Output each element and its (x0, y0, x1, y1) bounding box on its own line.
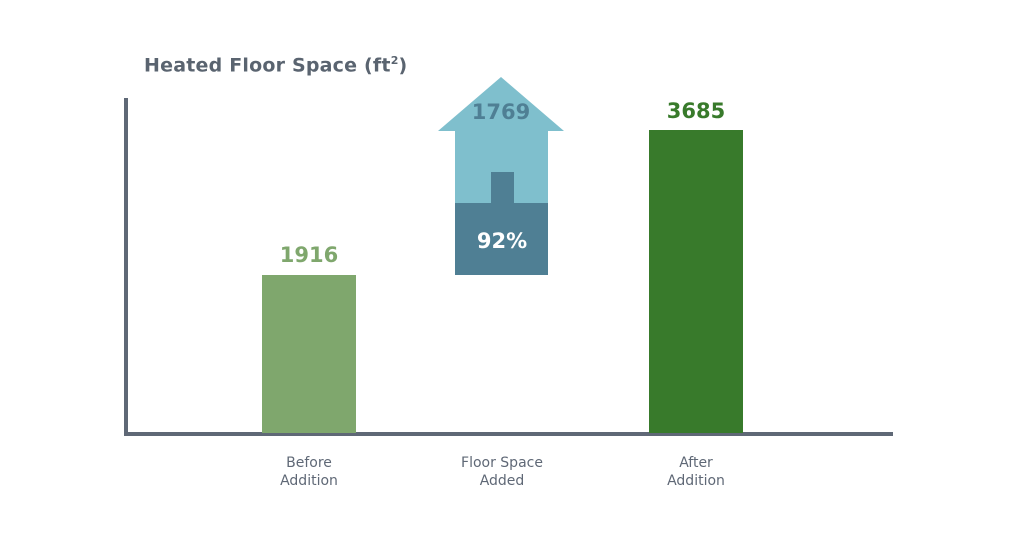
percent-increase-label: 92% (476, 229, 528, 253)
value-label-before-addition: 1916 (279, 243, 339, 267)
x-tick-after-addition: After Addition (667, 455, 725, 489)
x-tick-before-addition: Before Addition (280, 455, 338, 489)
x-tick-floor-space-added: Floor Space Added (461, 455, 543, 489)
value-label-after-addition: 3685 (666, 99, 726, 123)
x-axis (124, 432, 893, 436)
bar-after-addition (649, 130, 743, 433)
value-label-floor-space-added: 1769 (471, 100, 531, 124)
house-arrow-icon (438, 77, 564, 275)
bar-before-addition (262, 275, 356, 433)
y-axis (124, 98, 128, 436)
chart-title: Heated Floor Space (ft2) (144, 54, 408, 77)
